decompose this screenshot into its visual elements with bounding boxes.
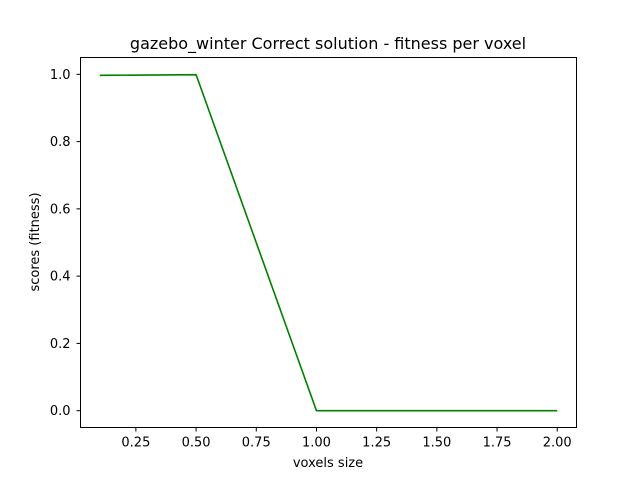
x-tick-label: 2.00 (543, 436, 572, 451)
y-tick-label: 0.8 (50, 135, 71, 150)
y-tick-label: 0.4 (50, 270, 71, 285)
y-tick-label: 0.0 (50, 404, 71, 419)
y-axis-label: scores (fitness) (28, 192, 43, 291)
y-axis: 0.0 0.2 0.4 0.6 0.8 1.0 (50, 68, 81, 419)
series-layer (99, 73, 558, 412)
series-line (99, 73, 558, 412)
y-tick-label: 0.6 (50, 202, 71, 217)
x-axis-label: voxels size (293, 456, 363, 471)
y-tick-label: 0.2 (50, 337, 71, 352)
x-tick-label: 1.50 (422, 436, 451, 451)
x-tick-label: 0.25 (121, 436, 150, 451)
chart-title: gazebo_winter Correct solution - fitness… (130, 34, 526, 54)
y-tick-label: 1.0 (50, 68, 71, 83)
x-tick-label: 0.75 (242, 436, 271, 451)
x-tick-label: 0.50 (182, 436, 211, 451)
x-tick-label: 1.75 (483, 436, 512, 451)
x-axis: 0.25 0.50 0.75 1.00 1.25 1.50 1.75 2.00 (121, 427, 572, 451)
axes-frame (80, 57, 577, 428)
x-tick-label: 1.25 (362, 436, 391, 451)
x-tick-label: 1.00 (302, 436, 331, 451)
